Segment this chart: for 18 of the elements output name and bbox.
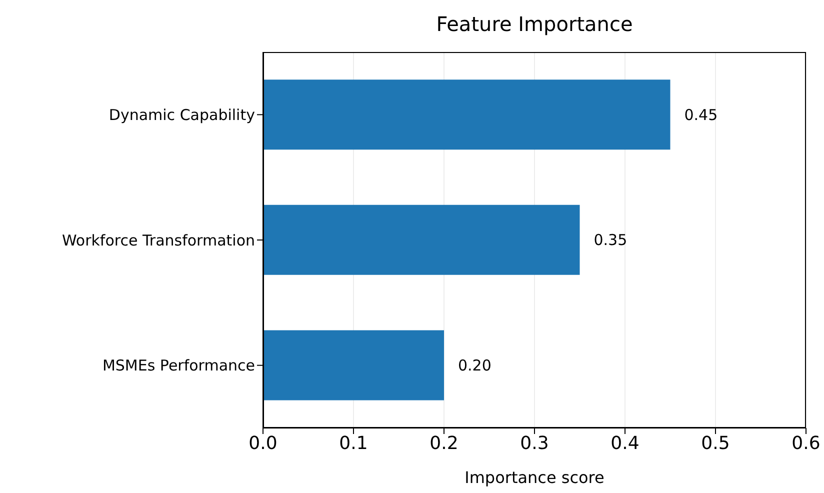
x-axis-title: Importance score	[464, 468, 604, 487]
x-tick-label: 0.0	[248, 432, 278, 454]
data-label: 0.45	[684, 106, 718, 124]
data-label: 0.35	[594, 231, 628, 250]
x-tick-label: 0.6	[792, 432, 820, 454]
bar	[263, 204, 580, 275]
y-tick-label: MSMEs Performance	[102, 356, 255, 375]
x-tick-label: 0.2	[430, 432, 458, 454]
y-tick-label: Workforce Transformation	[62, 231, 255, 250]
x-tick-label: 0.3	[520, 432, 549, 454]
x-tick-label: 0.4	[610, 432, 640, 454]
x-tick-label: 0.5	[701, 432, 730, 454]
bar	[263, 80, 670, 150]
y-tick-label: Dynamic Capability	[108, 106, 256, 124]
data-label: 0.20	[458, 356, 492, 375]
chart-title: Feature Importance	[435, 12, 634, 36]
x-tick-label: 0.1	[339, 432, 368, 454]
bar	[263, 330, 444, 400]
